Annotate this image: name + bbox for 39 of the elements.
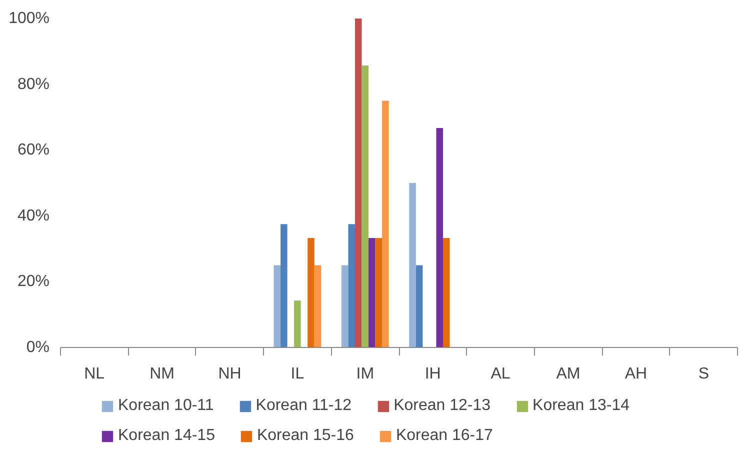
y-tick-label: 40% [17, 207, 50, 224]
x-tick-label: NM [150, 366, 174, 382]
legend-label: Korean 11-12 [256, 397, 352, 415]
bar [308, 238, 314, 348]
bar [375, 238, 382, 348]
x-tick-label: NL [84, 366, 105, 382]
bar [294, 300, 301, 348]
bar [416, 265, 423, 348]
bar [368, 238, 376, 348]
y-tick-label: 80% [17, 76, 50, 93]
bar [341, 265, 348, 348]
x-tick-label: NH [218, 366, 242, 382]
x-tick-label: AM [556, 366, 580, 382]
legend-label: Korean 15-16 [256, 427, 354, 445]
x-tick-label: IM [356, 366, 374, 382]
x-tick-label: IH [424, 366, 441, 382]
legend-label: Korean 10-11 [118, 397, 214, 415]
legend-label: Korean 13-14 [532, 397, 630, 415]
y-tick-label: 20% [17, 273, 50, 290]
legend-label: Korean 14-15 [118, 427, 215, 445]
bar [280, 224, 288, 348]
legend-label: Korean 12-13 [394, 397, 491, 415]
bar [409, 183, 416, 348]
legend-label: Korean 16-17 [396, 427, 493, 445]
bar [274, 265, 281, 348]
y-tick-label: 60% [17, 142, 50, 159]
bar [354, 18, 362, 348]
x-tick-label: IL [290, 366, 304, 382]
x-tick-label: AH [624, 366, 648, 382]
bar [362, 66, 369, 348]
bar [382, 100, 389, 348]
bar [314, 265, 322, 348]
y-tick-label: 100% [8, 10, 50, 27]
bar [443, 238, 450, 348]
bar [348, 224, 355, 348]
bar [436, 128, 444, 348]
x-tick-label: S [698, 366, 709, 382]
y-tick-label: 0% [26, 339, 50, 356]
x-tick-label: AL [490, 366, 510, 382]
